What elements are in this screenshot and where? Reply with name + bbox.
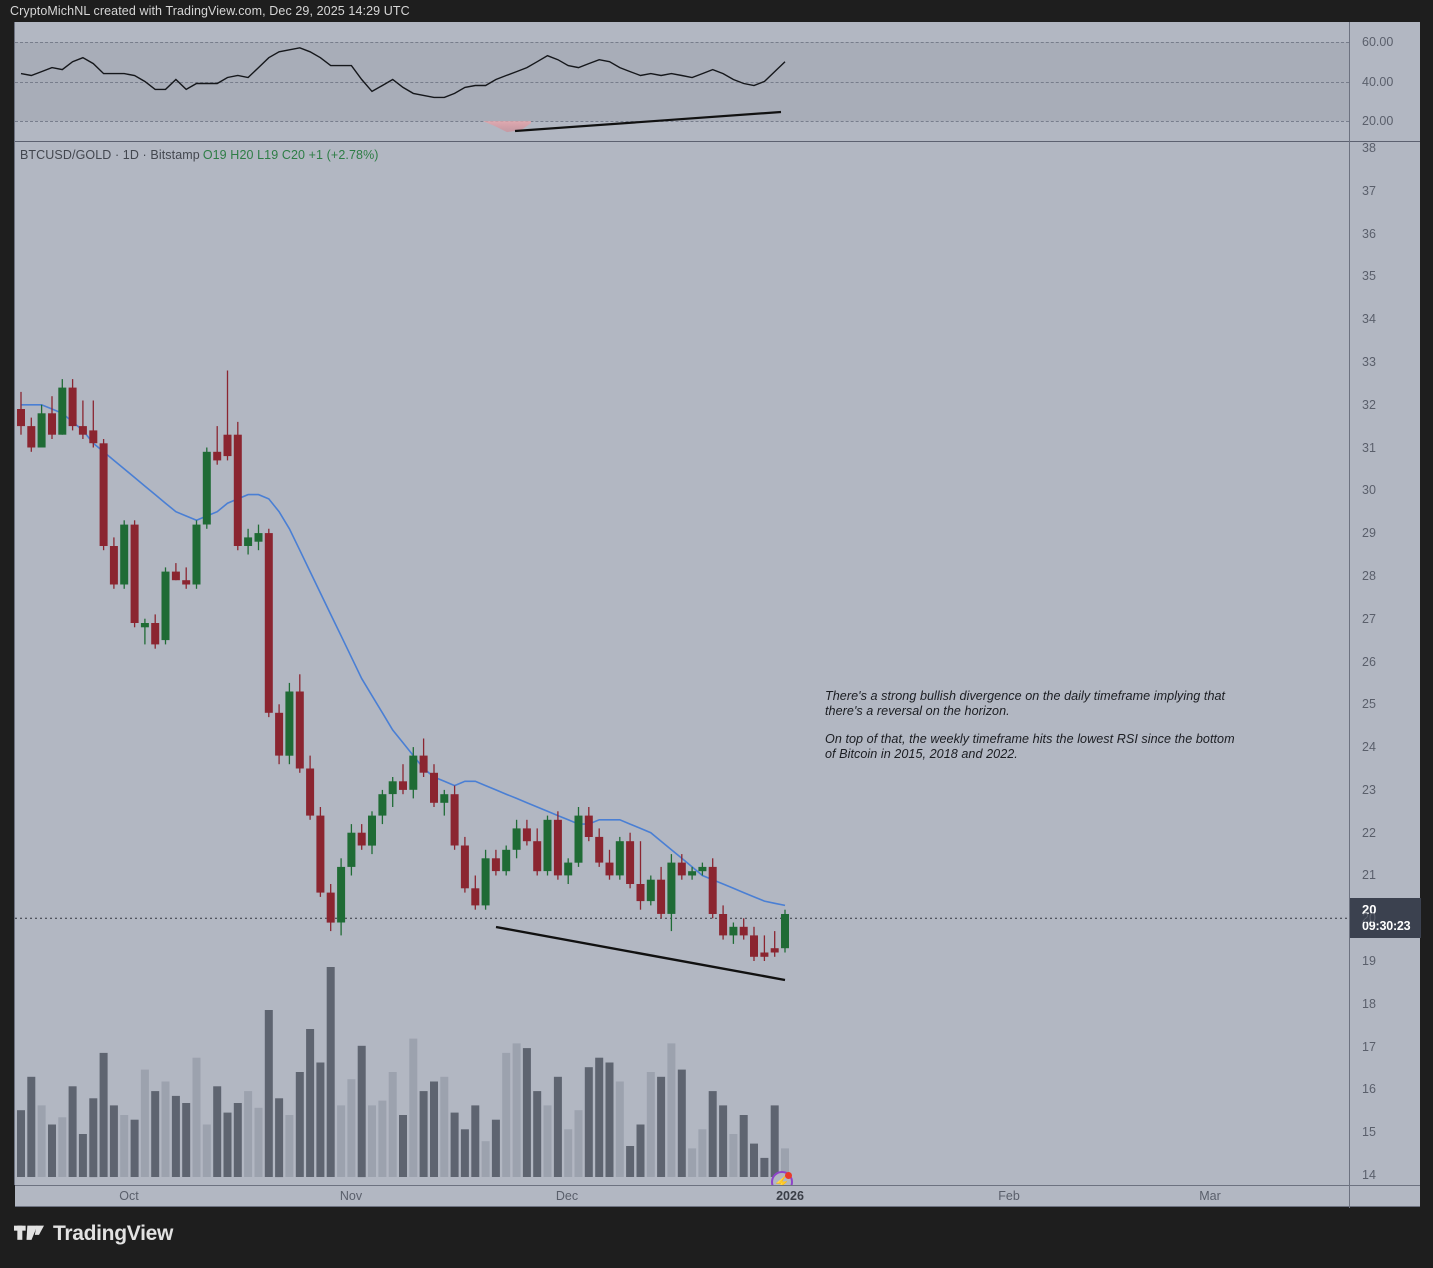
price-pane[interactable]: BTCUSD/GOLD · 1D · Bitstamp O19 H20 L19 C… xyxy=(15,142,1349,1185)
current-price-value: 20 xyxy=(1362,902,1377,918)
price-axis-tick: 24 xyxy=(1362,740,1376,755)
pane-separator xyxy=(15,141,1420,142)
rsi-axis-tick: 20.00 xyxy=(1362,114,1394,129)
attribution-bar: CryptoMichNL created with TradingView.co… xyxy=(10,4,410,18)
rsi-pane[interactable] xyxy=(15,22,1349,141)
rsi-band xyxy=(15,41,1349,122)
price-axis-tick: 30 xyxy=(1362,483,1376,498)
price-axis-tick: 17 xyxy=(1362,1039,1376,1054)
candlestick-plot xyxy=(15,370,1349,1178)
time-axis-tick: Feb xyxy=(998,1189,1020,1203)
price-axis-tick: 38 xyxy=(1362,141,1376,155)
time-axis-tick: Mar xyxy=(1199,1189,1221,1203)
axis-separator xyxy=(1350,141,1420,142)
price-axis-tick: 19 xyxy=(1362,954,1376,969)
price-axis-tick: 33 xyxy=(1362,354,1376,369)
price-axis-tick: 28 xyxy=(1362,568,1376,583)
price-axis-tick: 18 xyxy=(1362,996,1376,1011)
price-axis-tick: 27 xyxy=(1362,611,1376,626)
price-axis-tick: 21 xyxy=(1362,868,1376,883)
annotation-paragraph-1: There's a strong bullish divergence on t… xyxy=(825,689,1226,718)
rsi-gridline-20 xyxy=(15,121,1349,123)
bolt-glyph: ⚡ xyxy=(773,1174,791,1186)
current-price-badge: 20 09:30:23 xyxy=(1350,898,1421,939)
price-axis-tick: 26 xyxy=(1362,654,1376,669)
rsi-plot xyxy=(20,47,786,133)
rsi-axis-tick: 60.00 xyxy=(1362,34,1394,49)
bar-countdown: 09:30:23 xyxy=(1362,919,1411,934)
notification-dot xyxy=(785,1172,792,1179)
chart-frame: BTCUSD/GOLD · 1D · Bitstamp O19 H20 L19 C… xyxy=(14,22,1421,1208)
price-axis-tick: 23 xyxy=(1362,782,1376,797)
price-axis-tick: 35 xyxy=(1362,269,1376,284)
legend-symbol: BTCUSD/GOLD · 1D · Bitstamp xyxy=(20,148,200,162)
price-axis-tick: 22 xyxy=(1362,825,1376,840)
price-axis-tick: 14 xyxy=(1362,1168,1376,1182)
annotation-paragraph-2: On top of that, the weekly timeframe hit… xyxy=(825,732,1235,761)
price-axis-tick: 15 xyxy=(1362,1125,1376,1140)
tradingview-logo-icon xyxy=(14,1225,44,1240)
time-axis-tick: 2026 xyxy=(776,1189,804,1203)
price-axis-tick: 16 xyxy=(1362,1082,1376,1097)
price-axis-tick: 31 xyxy=(1362,440,1376,455)
price-axis-tick: 37 xyxy=(1362,183,1376,198)
tradingview-footer[interactable]: TradingView xyxy=(14,1222,173,1246)
chart-legend[interactable]: BTCUSD/GOLD · 1D · Bitstamp O19 H20 L19 C… xyxy=(20,148,379,162)
rsi-axis-tick: 40.00 xyxy=(1362,74,1394,89)
price-axis-tick: 25 xyxy=(1362,697,1376,712)
legend-ohlc: O19 H20 L19 C20 +1 (+2.78%) xyxy=(202,148,379,162)
time-axis-tick: Oct xyxy=(119,1189,139,1203)
time-axis[interactable]: Oct Nov Dec 2026 Feb Mar xyxy=(15,1185,1420,1208)
price-axis-tick: 20 xyxy=(1362,911,1376,926)
time-axis-tick: Nov xyxy=(339,1189,363,1203)
rsi-gridline-60 xyxy=(15,41,1349,43)
price-axis-tick: 34 xyxy=(1362,312,1376,327)
time-axis-tick: Dec xyxy=(555,1189,579,1203)
price-axis-tick: 36 xyxy=(1362,226,1376,241)
price-axis-tick: 32 xyxy=(1362,397,1376,412)
chart-annotation: There's a strong bullish divergence on t… xyxy=(825,689,1245,762)
lightning-bolt-icon[interactable]: ⚡ xyxy=(771,1171,793,1185)
tradingview-wordmark: TradingView xyxy=(53,1222,174,1245)
price-axis-tick: 29 xyxy=(1362,526,1376,541)
rsi-gridline-40 xyxy=(15,81,1349,83)
price-axis[interactable]: 20 09:30:23 60.00 40.00 20.00 38 37 36 35 34 33 3… xyxy=(1349,22,1421,1185)
time-axis-edge xyxy=(1349,1186,1350,1208)
